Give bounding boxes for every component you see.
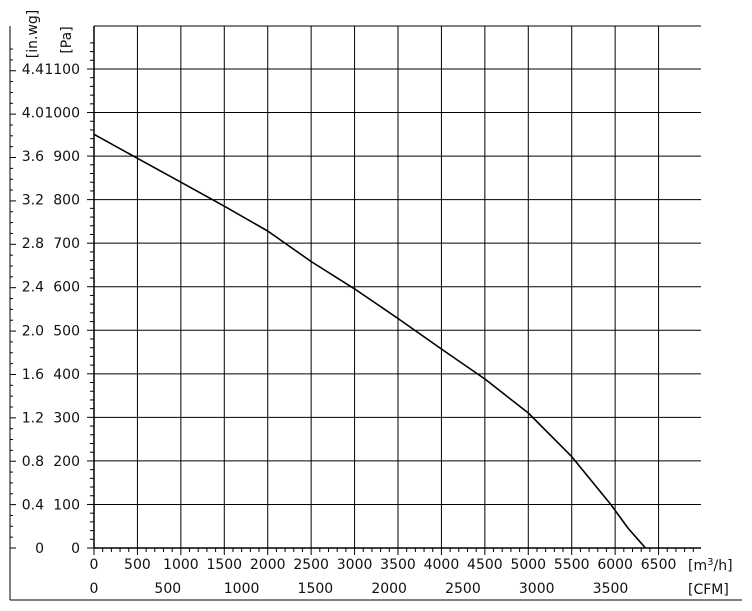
x-tick-label: 1000	[163, 557, 199, 573]
x-tick-label: 2000	[250, 557, 286, 573]
y-tick-label: 1000	[44, 106, 80, 122]
x-tick-label: 500	[124, 557, 151, 573]
y2-tick-label: 2.0	[22, 323, 44, 339]
y-tick-label: 900	[53, 149, 80, 165]
y2-tick-label: 1.6	[22, 367, 44, 383]
x-tick-label: 4000	[424, 557, 460, 573]
y-tick-label: 600	[53, 280, 80, 296]
x2-tick-label: 2000	[371, 581, 407, 597]
y-tick-label: 700	[53, 236, 80, 252]
x-tick-label: 3000	[337, 557, 373, 573]
y-tick-label: 100	[53, 497, 80, 513]
y-tick-label: 300	[53, 410, 80, 426]
x2-tick-label: 1000	[224, 581, 260, 597]
x-tick-label: 2500	[293, 557, 329, 573]
series-layer	[93, 133, 647, 549]
y2-tick-label: 2.8	[22, 236, 44, 252]
x2-tick-label: 500	[154, 581, 181, 597]
y2-tick-label: 0.4	[22, 497, 44, 513]
x-unit-tail: /h	[713, 558, 727, 574]
y2-tick-label: 2.4	[22, 280, 44, 296]
grid	[94, 25, 701, 548]
y-tick-label: 0	[71, 541, 80, 557]
x-tick-label: 3500	[380, 557, 416, 573]
y2-tick-label: 3.6	[22, 149, 44, 165]
x2-tick-label: 3500	[593, 581, 629, 597]
y2-unit-label: [in.wg]	[25, 10, 41, 58]
axes	[9, 26, 742, 601]
y2-tick-label: 4.0	[22, 106, 44, 122]
tick-labels: 0 500 1000 1500 2000 2500 3000 3500 4000 4500 5000…	[22, 62, 677, 597]
y-tick-label: 500	[53, 323, 80, 339]
y-unit-label: [Pa]	[59, 26, 75, 53]
y2-tick-label: 0	[35, 541, 44, 557]
x-tick-label: 6000	[597, 557, 633, 573]
x2-tick-label: 3000	[519, 581, 555, 597]
y-tick-label: 800	[53, 193, 80, 209]
y-tick-label: 400	[53, 367, 80, 383]
x-tick-label: 0	[90, 557, 99, 573]
series-line	[93, 133, 647, 549]
y2-tick-label: 1.2	[22, 410, 44, 426]
x2-tick-label: 2500	[445, 581, 481, 597]
y-tick-label: 1100	[44, 62, 80, 78]
x-tick-label: 5500	[554, 557, 590, 573]
y2-tick-label: 3.2	[22, 193, 44, 209]
x2-tick-label: 1500	[298, 581, 334, 597]
x2-tick-label: 0	[90, 581, 99, 597]
x-unit-label: [m3/h]	[688, 557, 733, 575]
x-tick-label: 1500	[206, 557, 242, 573]
x-unit-sup: 3	[707, 557, 713, 568]
y-tick-label: 200	[53, 454, 80, 470]
y2-tick-label: 4.4	[22, 62, 44, 78]
x-tick-label: 5000	[510, 557, 546, 573]
y2-tick-label: 0.8	[22, 454, 44, 470]
x-tick-label: 4500	[467, 557, 503, 573]
x-tick-label: 6500	[641, 557, 677, 573]
x2-unit-label: [CFM]	[688, 582, 729, 598]
x-unit-base: m	[693, 558, 707, 574]
